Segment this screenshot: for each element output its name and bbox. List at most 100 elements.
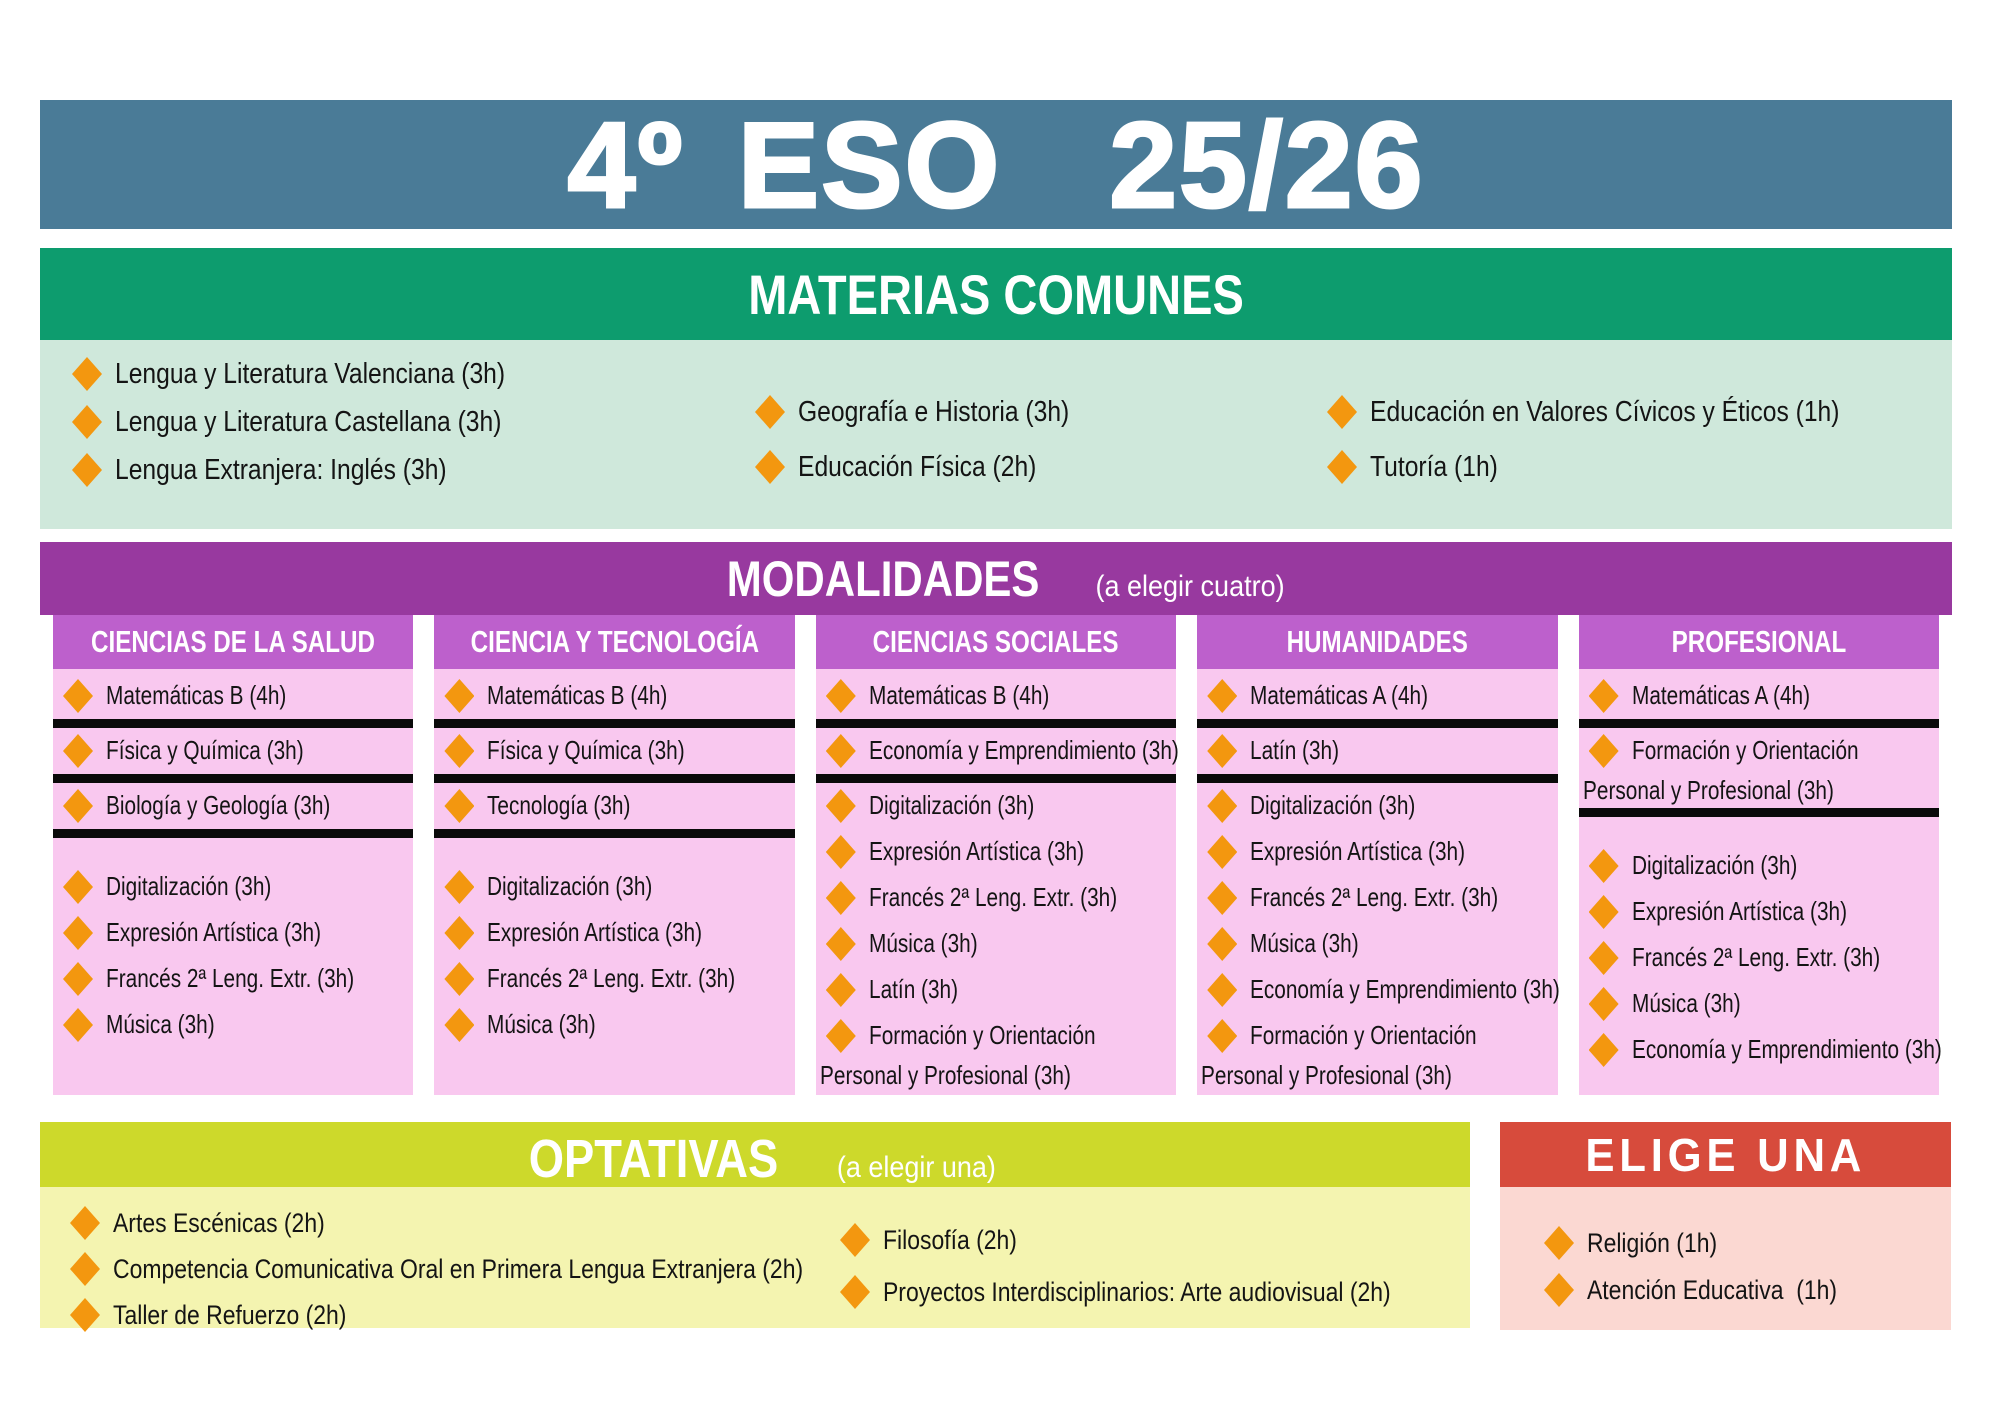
subject-label: Atención Educativa (1h) bbox=[1587, 1274, 1838, 1305]
subject-item: Competencia Comunicativa Oral en Primera… bbox=[60, 1246, 925, 1292]
subject-label: Francés 2ª Leng. Extr. (3h) bbox=[487, 963, 736, 994]
optativas-column-2: Filosofía (2h) Proyectos Interdisciplinar… bbox=[830, 1217, 1480, 1321]
subject-item: Religión (1h) bbox=[1544, 1220, 1951, 1266]
subject-label: Latín (3h) bbox=[1250, 735, 1340, 766]
diamond-bullet-icon bbox=[63, 962, 93, 996]
optativas-note: (a elegir una) bbox=[836, 1151, 997, 1184]
diamond-bullet-icon bbox=[1207, 789, 1238, 823]
diamond-bullet-icon bbox=[1544, 1226, 1574, 1260]
diamond-bullet-icon bbox=[72, 405, 102, 439]
subject-label: Expresión Artística (3h) bbox=[487, 917, 703, 948]
diamond-bullet-icon bbox=[825, 835, 856, 869]
subject-item: Atención Educativa (1h) bbox=[1544, 1267, 1951, 1313]
subject-label: Expresión Artística (3h) bbox=[1631, 896, 1847, 927]
diamond-bullet-icon bbox=[63, 734, 93, 768]
subject-label: Tutoría (1h) bbox=[1370, 450, 1498, 483]
subject-label: Digitalización (3h) bbox=[1250, 790, 1416, 821]
subject-item: Física y Química (3h) bbox=[434, 728, 794, 774]
diamond-bullet-icon bbox=[1207, 1019, 1238, 1053]
optativas-body: Artes Escénicas (2h) Competencia Comunica… bbox=[40, 1187, 1470, 1332]
subject-item: Digitalización (3h) bbox=[1579, 843, 1939, 889]
optativas-title: OPTATIVAS bbox=[528, 1129, 779, 1189]
subject-label: Lengua y Literatura Valenciana (3h) bbox=[115, 357, 506, 390]
subject-item: Música (3h) bbox=[1197, 921, 1557, 967]
page-title: 4º ESO 25/26 bbox=[566, 96, 1425, 233]
divider-bar bbox=[434, 829, 795, 838]
diamond-bullet-icon bbox=[70, 1206, 100, 1240]
spacer bbox=[434, 838, 794, 864]
modality-column-header: CIENCIA Y TECNOLOGÍA bbox=[434, 615, 795, 669]
subject-item: Artes Escénicas (2h) bbox=[60, 1200, 925, 1246]
subject-label: Geografía e Historia (3h) bbox=[798, 395, 1070, 428]
modalidades-columns: CIENCIAS DE LA SALUD Matemáticas B (4h) F… bbox=[40, 615, 1952, 1095]
subject-item: Formación y Orientación bbox=[1579, 728, 1939, 774]
subject-item: Tutoría (1h) bbox=[1317, 444, 1922, 490]
subject-item: Educación Física (2h) bbox=[745, 444, 1117, 490]
diamond-bullet-icon bbox=[825, 679, 856, 713]
subject-label: Proyectos Interdisciplinarios: Arte audi… bbox=[883, 1276, 1391, 1307]
subject-label: Formación y Orientación bbox=[868, 1020, 1096, 1051]
diamond-bullet-icon bbox=[1544, 1273, 1574, 1307]
subject-label: Física y Química (3h) bbox=[106, 735, 304, 766]
subject-item: Geografía e Historia (3h) bbox=[745, 389, 1117, 435]
subject-item: Digitalización (3h) bbox=[816, 783, 1176, 829]
divider-bar bbox=[1578, 808, 1940, 817]
subject-item: Economía y Emprendimiento (3h) bbox=[816, 728, 1179, 774]
diamond-bullet-icon bbox=[70, 1252, 100, 1286]
diamond-bullet-icon bbox=[1207, 734, 1238, 768]
divider-bar bbox=[434, 719, 795, 728]
subject-item: Francés 2ª Leng. Extr. (3h) bbox=[816, 875, 1176, 921]
subject-item: Formación y Orientación bbox=[1197, 1013, 1557, 1059]
subject-label: Artes Escénicas (2h) bbox=[113, 1207, 325, 1238]
subject-label: Expresión Artística (3h) bbox=[1250, 836, 1466, 867]
diamond-bullet-icon bbox=[63, 870, 93, 904]
modality-column-body: Matemáticas A (4h) Latín (3h) Digitalizaci… bbox=[1197, 669, 1560, 1095]
modality-column-body: Matemáticas A (4h) Formación y Orientació… bbox=[1578, 669, 1941, 1095]
subject-label: Personal y Profesional (3h) bbox=[1582, 775, 1834, 806]
divider-bar bbox=[53, 829, 414, 838]
subject-label: Economía y Emprendimiento (3h) bbox=[868, 735, 1179, 766]
subject-label: Formación y Orientación bbox=[1631, 735, 1859, 766]
subject-item: Matemáticas B (4h) bbox=[816, 673, 1176, 719]
subject-label: Matemáticas B (4h) bbox=[106, 680, 287, 711]
subject-label: Física y Química (3h) bbox=[487, 735, 686, 766]
diamond-bullet-icon bbox=[72, 357, 102, 391]
diamond-bullet-icon bbox=[72, 453, 102, 487]
diamond-bullet-icon bbox=[825, 973, 856, 1007]
diamond-bullet-icon bbox=[444, 916, 475, 950]
subject-label: Música (3h) bbox=[1631, 988, 1741, 1019]
elige-una-section: ELIGE UNA Religión (1h) Atención Educativ… bbox=[1500, 1122, 1951, 1330]
optativas-section: OPTATIVAS (a elegir una) Artes Escénicas… bbox=[40, 1122, 1470, 1332]
modality-column-header: PROFESIONAL bbox=[1578, 615, 1940, 669]
subject-label: Lengua y Literatura Castellana (3h) bbox=[115, 405, 502, 438]
subject-item: Economía y Emprendimiento (3h) bbox=[1197, 967, 1560, 1013]
subject-item: Personal y Profesional (3h) bbox=[1579, 774, 1939, 808]
subject-label: Música (3h) bbox=[868, 928, 978, 959]
modality-column: HUMANIDADES Matemáticas A (4h) Latín (3h)… bbox=[1197, 615, 1560, 1095]
divider-bar bbox=[434, 774, 795, 783]
subject-item: Expresión Artística (3h) bbox=[1579, 889, 1939, 935]
subject-label: Religión (1h) bbox=[1587, 1227, 1718, 1258]
subject-item: Filosofía (2h) bbox=[830, 1217, 1480, 1263]
modality-column-title: CIENCIA Y TECNOLOGÍA bbox=[470, 624, 759, 659]
diamond-bullet-icon bbox=[825, 927, 856, 961]
modality-column-title: CIENCIAS SOCIALES bbox=[873, 624, 1119, 659]
modality-column: CIENCIA Y TECNOLOGÍA Matemáticas B (4h) F… bbox=[434, 615, 795, 1095]
diamond-bullet-icon bbox=[840, 1223, 870, 1257]
subject-label: Francés 2ª Leng. Extr. (3h) bbox=[106, 963, 355, 994]
modality-column-body: Matemáticas B (4h) Física y Química (3h) B… bbox=[53, 669, 414, 1095]
diamond-bullet-icon bbox=[1207, 881, 1238, 915]
subject-label: Matemáticas A (4h) bbox=[1250, 680, 1429, 711]
comunes-column-2: Geografía e Historia (3h) Educación Físic… bbox=[745, 389, 1117, 499]
modalidades-header: MODALIDADES (a elegir cuatro) bbox=[40, 542, 1952, 615]
subject-item: Música (3h) bbox=[816, 921, 1176, 967]
modalidades-title: MODALIDADES bbox=[726, 551, 1040, 607]
subject-item: Matemáticas B (4h) bbox=[434, 673, 794, 719]
diamond-bullet-icon bbox=[825, 881, 856, 915]
diamond-bullet-icon bbox=[63, 679, 93, 713]
modality-column-header: CIENCIAS SOCIALES bbox=[815, 615, 1177, 669]
subject-item: Personal y Profesional (3h) bbox=[1197, 1059, 1557, 1093]
subject-item: Expresión Artística (3h) bbox=[816, 829, 1176, 875]
subject-label: Personal y Profesional (3h) bbox=[1201, 1060, 1453, 1091]
